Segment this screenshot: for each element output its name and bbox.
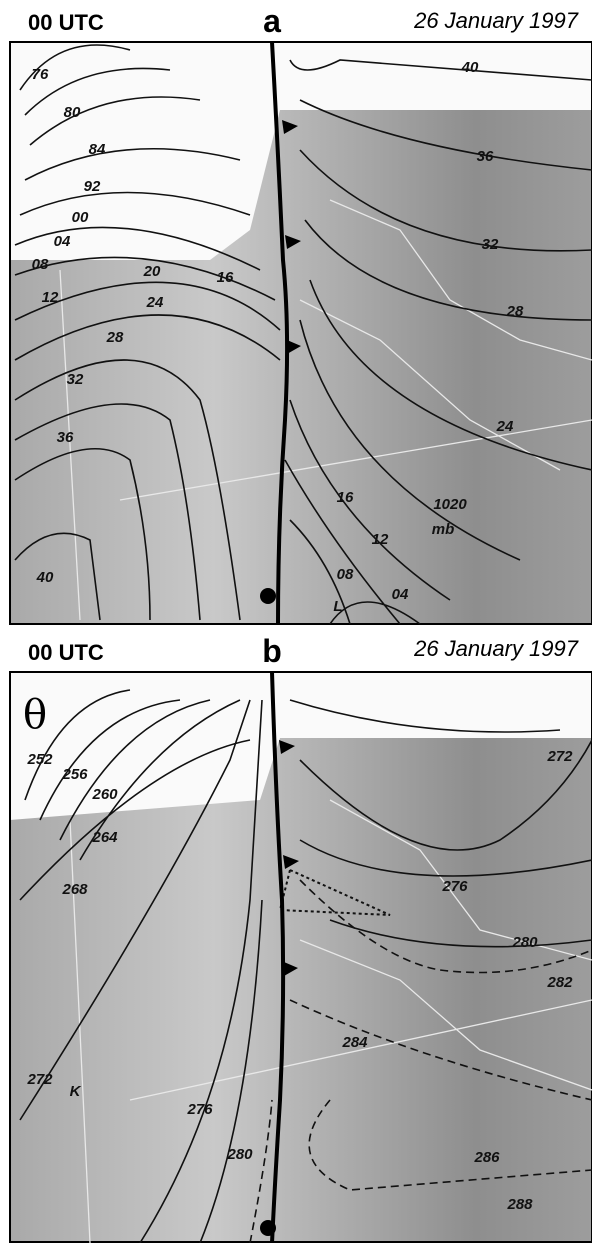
contour-label: 28 xyxy=(106,329,124,346)
contour-label: 284 xyxy=(341,1034,368,1051)
contour-label: 04 xyxy=(392,586,409,603)
contour-label: 08 xyxy=(32,256,49,273)
contour-label: 276 xyxy=(441,878,468,895)
contour-label: 76 xyxy=(32,66,49,83)
contour-label: 252 xyxy=(26,751,53,768)
contour-label: 12 xyxy=(372,531,389,548)
panel-a: 00 UTC a 26 January 1997 768084920004081… xyxy=(10,3,592,624)
front-symbol xyxy=(260,588,276,604)
contour-label: 12 xyxy=(42,289,59,306)
contour-label: 04 xyxy=(54,233,71,250)
contour-label: 256 xyxy=(61,766,88,783)
contour-label: 40 xyxy=(461,59,479,76)
contour-label: 08 xyxy=(337,566,354,583)
front-symbol xyxy=(260,1220,276,1236)
contour-label: 286 xyxy=(473,1149,500,1166)
theta-symbol: θ xyxy=(23,692,47,738)
contour-label: mb xyxy=(432,521,455,538)
contour-label: 276 xyxy=(186,1101,213,1118)
contour-label: 280 xyxy=(511,934,538,951)
contour-label: 260 xyxy=(91,786,118,803)
contour-label: K xyxy=(70,1083,82,1100)
contour-label: 28 xyxy=(506,303,524,320)
contour-label: 36 xyxy=(477,148,494,165)
contour-label: 16 xyxy=(337,489,354,506)
contour-label: 32 xyxy=(482,236,499,253)
contour-label: 80 xyxy=(64,104,81,121)
contour-label: 24 xyxy=(146,294,164,311)
contour-label: 32 xyxy=(67,371,84,388)
contour-label: 40 xyxy=(36,569,54,586)
date-label: 26 January 1997 xyxy=(413,636,579,661)
contour-label: 20 xyxy=(143,263,161,280)
contour-label: 280 xyxy=(226,1146,253,1163)
date-label: 26 January 1997 xyxy=(413,8,579,33)
contour-label: 282 xyxy=(546,974,573,991)
contour-label: 16 xyxy=(217,269,234,286)
panel-letter: b xyxy=(262,633,282,669)
figure: 00 UTC a 26 January 1997 768084920004081… xyxy=(0,0,592,1243)
contour-label: 24 xyxy=(496,418,514,435)
contour-label: 268 xyxy=(61,881,88,898)
contour-label: 84 xyxy=(89,141,106,158)
contour-label: 272 xyxy=(26,1071,53,1088)
time-label: 00 UTC xyxy=(28,640,104,665)
contour-label: 92 xyxy=(84,178,101,195)
contour-label: 288 xyxy=(506,1196,533,1213)
time-label: 00 UTC xyxy=(28,10,104,35)
contour-label: 00 xyxy=(72,209,89,226)
contour-label: 36 xyxy=(57,429,74,446)
contour-label: 1020 xyxy=(433,496,467,513)
contour-label: L xyxy=(333,598,342,615)
contour-label: 264 xyxy=(91,829,118,846)
panel-letter: a xyxy=(263,3,281,39)
contour-label: 272 xyxy=(546,748,573,765)
